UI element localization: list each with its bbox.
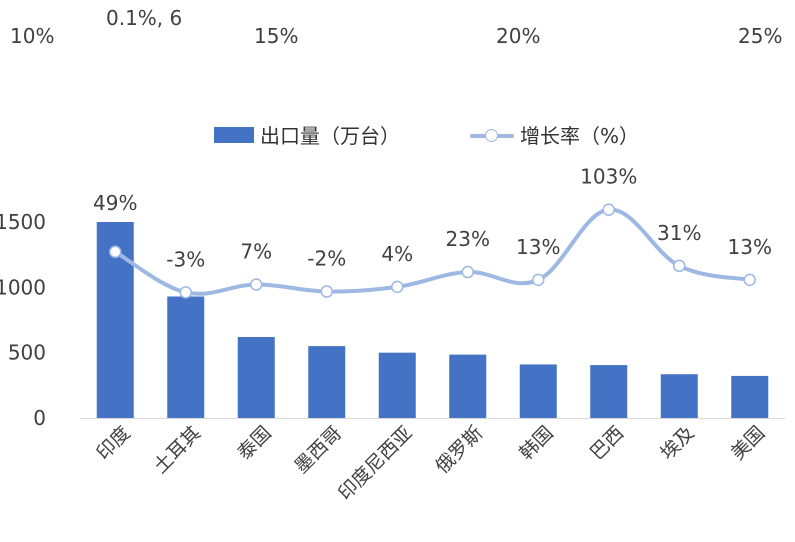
- y-tick-label-0: 0: [33, 406, 46, 430]
- x-tick-label-1: 土耳其: [149, 422, 205, 478]
- growth-rate-point-0: [109, 245, 122, 259]
- legend-bar-swatch: [214, 126, 254, 143]
- y-tick-label-3: 1500: [0, 210, 46, 234]
- x-tick-label-0: 印度: [92, 422, 134, 464]
- bar-7: [590, 365, 628, 418]
- growth-rate-label-8: 31%: [657, 221, 701, 245]
- x-tick-label-6: 韩国: [515, 422, 557, 464]
- growth-rate-label-7: 103%: [580, 165, 637, 189]
- bar-9: [731, 375, 769, 418]
- x-tick-label-8: 埃及: [656, 422, 698, 464]
- growth-rate-label-3: -2%: [307, 247, 346, 271]
- growth-rate-label-4: 4%: [381, 242, 413, 266]
- legend-bar-label: 出口量（万台）: [260, 124, 400, 148]
- growth-rate-point-9: [743, 273, 756, 287]
- growth-rate-point-4: [391, 280, 404, 294]
- top-axis-note: 0.1%, 6: [106, 6, 183, 30]
- top-axis-tick-4: 25%: [738, 24, 783, 48]
- growth-rate-label-0: 49%: [93, 191, 137, 215]
- bar-4: [378, 352, 416, 418]
- growth-rate-label-6: 13%: [516, 235, 560, 259]
- x-tick-label-4: 印度尼西亚: [334, 422, 417, 505]
- growth-rate-label-9: 13%: [728, 235, 772, 259]
- growth-rate-line: [113, 207, 752, 296]
- bar-1: [167, 296, 205, 418]
- legend-line-swatch: [470, 125, 514, 145]
- top-axis-tick-1: 10%: [10, 24, 55, 48]
- growth-rate-point-8: [673, 259, 686, 273]
- bar-2: [237, 336, 275, 418]
- growth-rate-label-1: -3%: [166, 247, 205, 271]
- bar-3: [308, 346, 346, 418]
- x-tick-label-9: 美国: [727, 422, 769, 464]
- top-axis-tick-2: 15%: [254, 24, 299, 48]
- x-tick-label-5: 俄罗斯: [431, 422, 487, 478]
- x-tick-label-2: 泰国: [233, 422, 275, 464]
- bar-6: [519, 364, 557, 418]
- legend-bar-entry: 出口量（万台）: [214, 120, 400, 149]
- growth-rate-label-5: 23%: [446, 227, 490, 251]
- legend-line-entry: 增长率（%）: [470, 120, 639, 149]
- growth-rate-point-3: [320, 285, 333, 298]
- growth-rate-point-6: [532, 273, 545, 287]
- x-tick-label-7: 巴西: [586, 422, 628, 464]
- growth-rate-point-2: [250, 278, 263, 291]
- legend-line-label: 增长率（%）: [520, 124, 640, 148]
- bar-8: [660, 374, 698, 418]
- bar-5: [449, 354, 487, 418]
- growth-rate-point-5: [461, 265, 474, 279]
- growth-rate-point-1: [179, 286, 192, 299]
- y-tick-label-1: 500: [8, 341, 46, 365]
- x-tick-label-3: 墨西哥: [290, 422, 346, 478]
- growth-rate-point-7: [602, 203, 615, 216]
- growth-rate-label-2: 7%: [240, 240, 272, 264]
- y-tick-label-2: 1000: [0, 275, 46, 299]
- top-axis-tick-3: 20%: [496, 24, 541, 48]
